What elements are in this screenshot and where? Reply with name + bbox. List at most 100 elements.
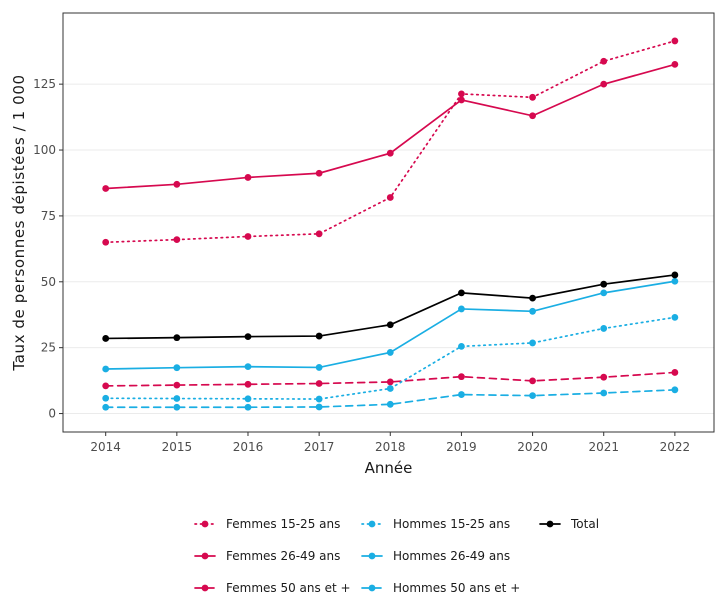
legend-label: Femmes 26-49 ans	[226, 549, 340, 563]
data-point	[529, 93, 536, 101]
x-tick-label: 2021	[588, 440, 619, 454]
legend-item: Hommes 50 ans et +	[361, 581, 520, 595]
x-tick-label: 2022	[660, 440, 691, 454]
data-point	[173, 236, 181, 244]
data-point	[173, 403, 181, 411]
data-point	[102, 185, 110, 192]
series-line	[104, 388, 676, 409]
series	[102, 386, 679, 411]
data-point	[600, 80, 608, 88]
data-point	[173, 381, 181, 389]
data-point	[600, 373, 608, 381]
data-point	[315, 380, 323, 387]
data-point	[529, 377, 536, 385]
data-point	[600, 389, 608, 397]
legend-key-marker	[368, 520, 376, 528]
x-tick-label: 2014	[90, 440, 121, 454]
legend-label: Hommes 15-25 ans	[393, 517, 510, 531]
series	[102, 313, 679, 403]
data-point	[386, 149, 394, 157]
data-point	[173, 180, 181, 188]
data-point	[671, 60, 679, 68]
x-tick-label: 2015	[162, 440, 193, 454]
series	[102, 271, 679, 342]
data-point	[244, 333, 252, 341]
series	[102, 277, 679, 373]
data-point	[529, 339, 536, 347]
legend-key-marker	[368, 584, 376, 592]
data-point	[671, 271, 679, 279]
data-point	[529, 112, 536, 120]
y-axis-title: Taux de personnes dépistées / 1 000	[10, 74, 28, 371]
data-point	[671, 37, 679, 45]
data-point	[244, 395, 252, 403]
data-point	[386, 378, 394, 386]
data-point	[173, 395, 181, 402]
data-point	[244, 403, 252, 411]
data-point	[102, 394, 110, 402]
series	[102, 60, 679, 192]
legend-item: Femmes 15-25 ans	[194, 517, 340, 531]
data-point	[458, 305, 465, 313]
data-point	[671, 369, 679, 376]
series-line	[104, 63, 676, 190]
x-tick-label: 2017	[304, 440, 335, 454]
y-axis: 0 25 50 75 100 125	[33, 77, 63, 421]
y-tick-label: 0	[48, 407, 56, 421]
x-axis: 2014 2015 2016 2017 2018 2019 2020 2021 2022	[90, 432, 690, 454]
data-point	[244, 174, 252, 181]
data-point	[458, 342, 465, 350]
y-tick-label: 75	[41, 209, 56, 223]
data-point	[102, 382, 110, 390]
data-point	[173, 364, 181, 372]
y-tick-label: 125	[33, 77, 56, 91]
x-tick-label: 2018	[375, 440, 406, 454]
legend-key-marker	[201, 520, 209, 528]
data-point	[529, 392, 536, 400]
data-point	[173, 334, 181, 342]
gridlines	[63, 83, 714, 415]
legend: Femmes 15-25 ans Hommes 15-25 ans Total Fem…	[194, 517, 599, 595]
data-point	[386, 400, 394, 408]
x-tick-label: 2019	[446, 440, 477, 454]
y-tick-label: 100	[33, 143, 56, 157]
data-point	[671, 313, 679, 321]
data-point	[386, 349, 394, 356]
data-point	[458, 90, 465, 98]
data-point	[458, 96, 465, 104]
data-point	[102, 238, 110, 246]
data-point	[315, 403, 323, 411]
series	[102, 37, 679, 246]
data-point	[671, 386, 679, 394]
series-line	[104, 274, 676, 340]
plot-panel-border	[62, 12, 715, 433]
data-point	[529, 307, 536, 315]
data-point	[600, 57, 608, 65]
legend-item: Femmes 26-49 ans	[194, 549, 340, 563]
data-point	[458, 391, 465, 398]
series-line	[104, 371, 676, 387]
legend-item: Hommes 15-25 ans	[361, 517, 510, 531]
legend-key-marker	[201, 552, 209, 560]
data-point	[315, 169, 323, 177]
legend-label: Femmes 50 ans et +	[226, 581, 351, 595]
data-point	[529, 294, 536, 302]
legend-key-marker	[201, 584, 209, 592]
data-point	[671, 277, 679, 285]
data-point	[386, 385, 394, 392]
data-point	[458, 289, 465, 297]
data-point	[458, 373, 465, 381]
data-point	[315, 364, 323, 371]
series-lines	[102, 37, 679, 411]
y-tick-label: 25	[41, 341, 56, 355]
data-point	[102, 335, 110, 342]
legend-label: Femmes 15-25 ans	[226, 517, 340, 531]
series	[102, 369, 679, 390]
legend-item: Femmes 50 ans et +	[194, 581, 351, 595]
data-point	[386, 194, 394, 201]
x-axis-title: Année	[365, 459, 413, 477]
x-tick-label: 2016	[233, 440, 264, 454]
data-point	[600, 280, 608, 288]
legend-item: Hommes 26-49 ans	[361, 549, 510, 563]
data-point	[315, 230, 323, 238]
